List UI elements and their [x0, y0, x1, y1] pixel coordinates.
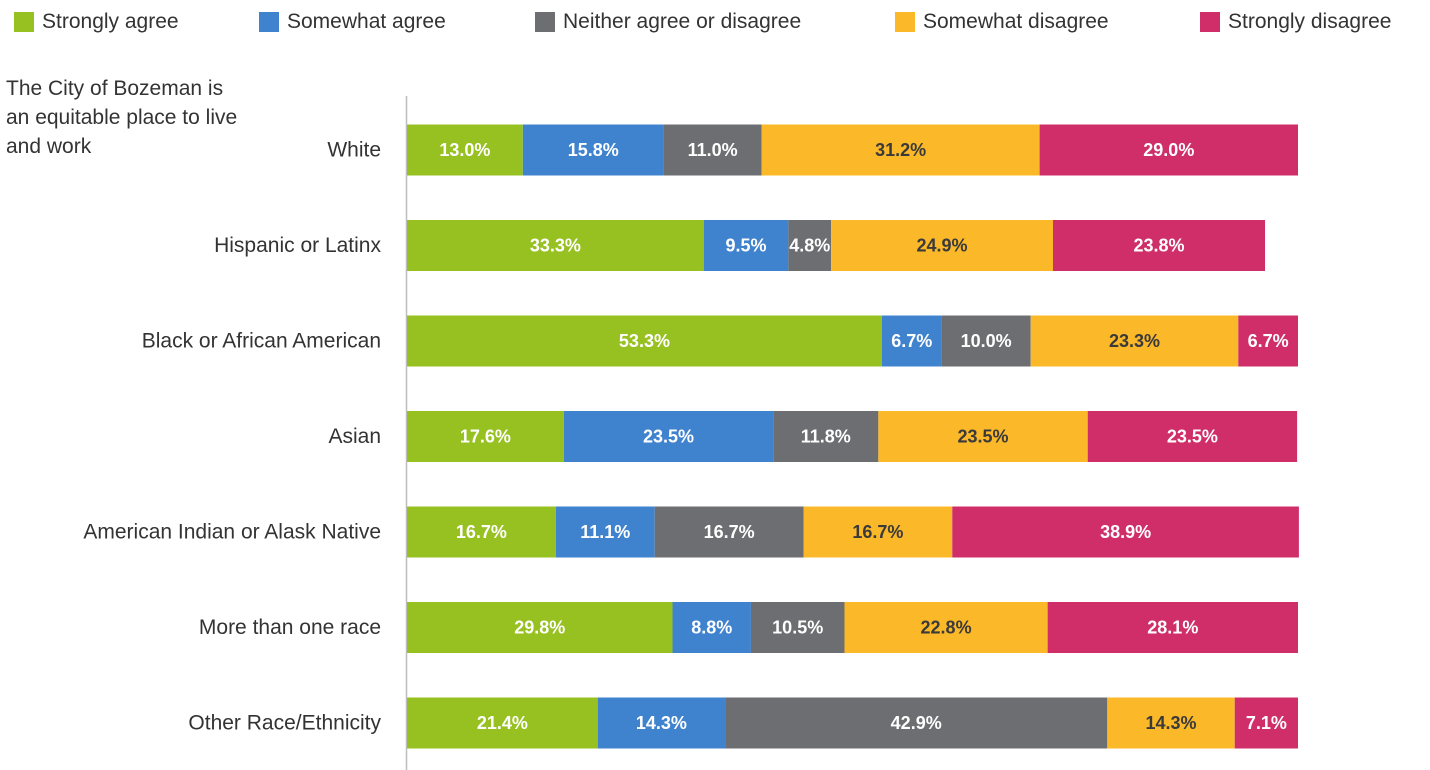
- data-label: 33.3%: [530, 236, 581, 256]
- bar-segment: [1087, 411, 1298, 462]
- data-label: 11.8%: [801, 427, 851, 447]
- bar-segment: [1047, 602, 1298, 653]
- bar-segment: [703, 220, 789, 271]
- data-label: 9.5%: [726, 236, 767, 256]
- data-label: 10.0%: [961, 331, 1012, 351]
- bar-segment: [1107, 697, 1235, 749]
- data-label: 24.9%: [917, 236, 968, 256]
- bar-segment: [803, 506, 953, 558]
- data-label: 14.3%: [636, 713, 687, 733]
- bar-segment: [407, 602, 673, 653]
- bar-segment: [941, 315, 1031, 367]
- data-label: 23.3%: [1109, 331, 1160, 351]
- bar-segment: [878, 411, 1088, 462]
- category-label: More than one race: [199, 616, 381, 639]
- bar-segment: [1234, 697, 1298, 749]
- category-label: Other Race/Ethnicity: [188, 712, 381, 735]
- data-label: 29.8%: [514, 618, 565, 638]
- bar-segment: [407, 315, 882, 367]
- data-label: 16.7%: [852, 522, 903, 542]
- data-label: 23.8%: [1133, 236, 1184, 256]
- legend-item-neither: Neither agree or disagree: [535, 6, 801, 38]
- data-label: 11.0%: [688, 140, 738, 160]
- bar-segment: [1039, 124, 1298, 176]
- bar-segment: [654, 506, 804, 558]
- legend-label: Somewhat agree: [287, 10, 446, 33]
- legend-label: Strongly disagree: [1228, 10, 1392, 33]
- bar-segment: [672, 602, 751, 653]
- legend-item-strongly-disagree: Strongly disagree: [1200, 6, 1391, 38]
- data-label: 6.7%: [1248, 331, 1289, 351]
- bar-segment: [831, 220, 1053, 271]
- category-label: American Indian or Alask Native: [83, 521, 381, 544]
- bar-segment: [407, 220, 704, 271]
- data-label: 23.5%: [958, 427, 1009, 447]
- data-label: 28.1%: [1147, 618, 1198, 638]
- bar-segment: [407, 124, 523, 176]
- data-label: 23.5%: [643, 427, 694, 447]
- data-label: 21.4%: [477, 713, 528, 733]
- legend-swatch-somewhat-agree: [259, 12, 279, 32]
- data-label: 13.0%: [439, 140, 490, 160]
- data-label: 53.3%: [619, 331, 670, 351]
- legend-swatch-strongly-disagree: [1200, 12, 1220, 32]
- data-label: 8.8%: [691, 618, 732, 638]
- data-label: 10.5%: [772, 618, 823, 638]
- data-label: 23.5%: [1167, 427, 1218, 447]
- legend-label: Strongly agree: [42, 10, 179, 33]
- bar-segment: [725, 697, 1108, 749]
- legend: Strongly agree Somewhat agree Neither ag…: [14, 6, 1424, 38]
- bar-segment: [663, 124, 762, 176]
- category-label: Asian: [328, 425, 381, 448]
- bar-segment: [1052, 220, 1266, 271]
- data-label: 42.9%: [891, 713, 942, 733]
- data-label: 7.1%: [1246, 713, 1287, 733]
- bar-segment: [750, 602, 845, 653]
- category-label: Black or African American: [142, 330, 381, 353]
- data-label: 4.8%: [789, 236, 830, 256]
- legend-swatch-somewhat-disagree: [895, 12, 915, 32]
- bar-segment: [407, 506, 556, 558]
- legend-swatch-neither: [535, 12, 555, 32]
- data-label: 6.7%: [891, 331, 932, 351]
- bar-segment: [407, 411, 564, 462]
- legend-item-strongly-agree: Strongly agree: [14, 6, 179, 38]
- legend-item-somewhat-agree: Somewhat agree: [259, 6, 446, 38]
- bar-segment: [563, 411, 774, 462]
- bar-segment: [761, 124, 1040, 176]
- category-label: White: [327, 139, 381, 162]
- bar-segment: [1238, 315, 1298, 367]
- legend-label: Neither agree or disagree: [563, 10, 802, 33]
- bar-segment: [844, 602, 1048, 653]
- data-label: 16.7%: [704, 522, 755, 542]
- bar-segment: [773, 411, 879, 462]
- legend-item-somewhat-disagree: Somewhat disagree: [895, 6, 1109, 38]
- category-label: Hispanic or Latinx: [214, 234, 381, 257]
- data-label: 17.6%: [460, 427, 511, 447]
- bar-segment: [952, 506, 1299, 558]
- bar-segment: [788, 220, 832, 271]
- bar-segment: [881, 315, 942, 367]
- data-label: 22.8%: [921, 618, 972, 638]
- data-label: 14.3%: [1146, 713, 1197, 733]
- bar-segment: [407, 697, 598, 749]
- legend-label: Somewhat disagree: [923, 10, 1109, 33]
- bar-segment: [522, 124, 664, 176]
- bar-segment: [1030, 315, 1239, 367]
- legend-swatch-strongly-agree: [14, 12, 34, 32]
- data-label: 38.9%: [1100, 522, 1151, 542]
- data-label: 16.7%: [456, 522, 507, 542]
- data-label: 31.2%: [875, 140, 926, 160]
- data-label: 15.8%: [568, 140, 619, 160]
- bar-segment: [555, 506, 655, 558]
- bar-segment: [597, 697, 726, 749]
- chart-subtitle: The City of Bozeman is an equitable plac…: [6, 77, 238, 158]
- data-label: 29.0%: [1143, 140, 1194, 160]
- data-label: 11.1%: [580, 522, 630, 542]
